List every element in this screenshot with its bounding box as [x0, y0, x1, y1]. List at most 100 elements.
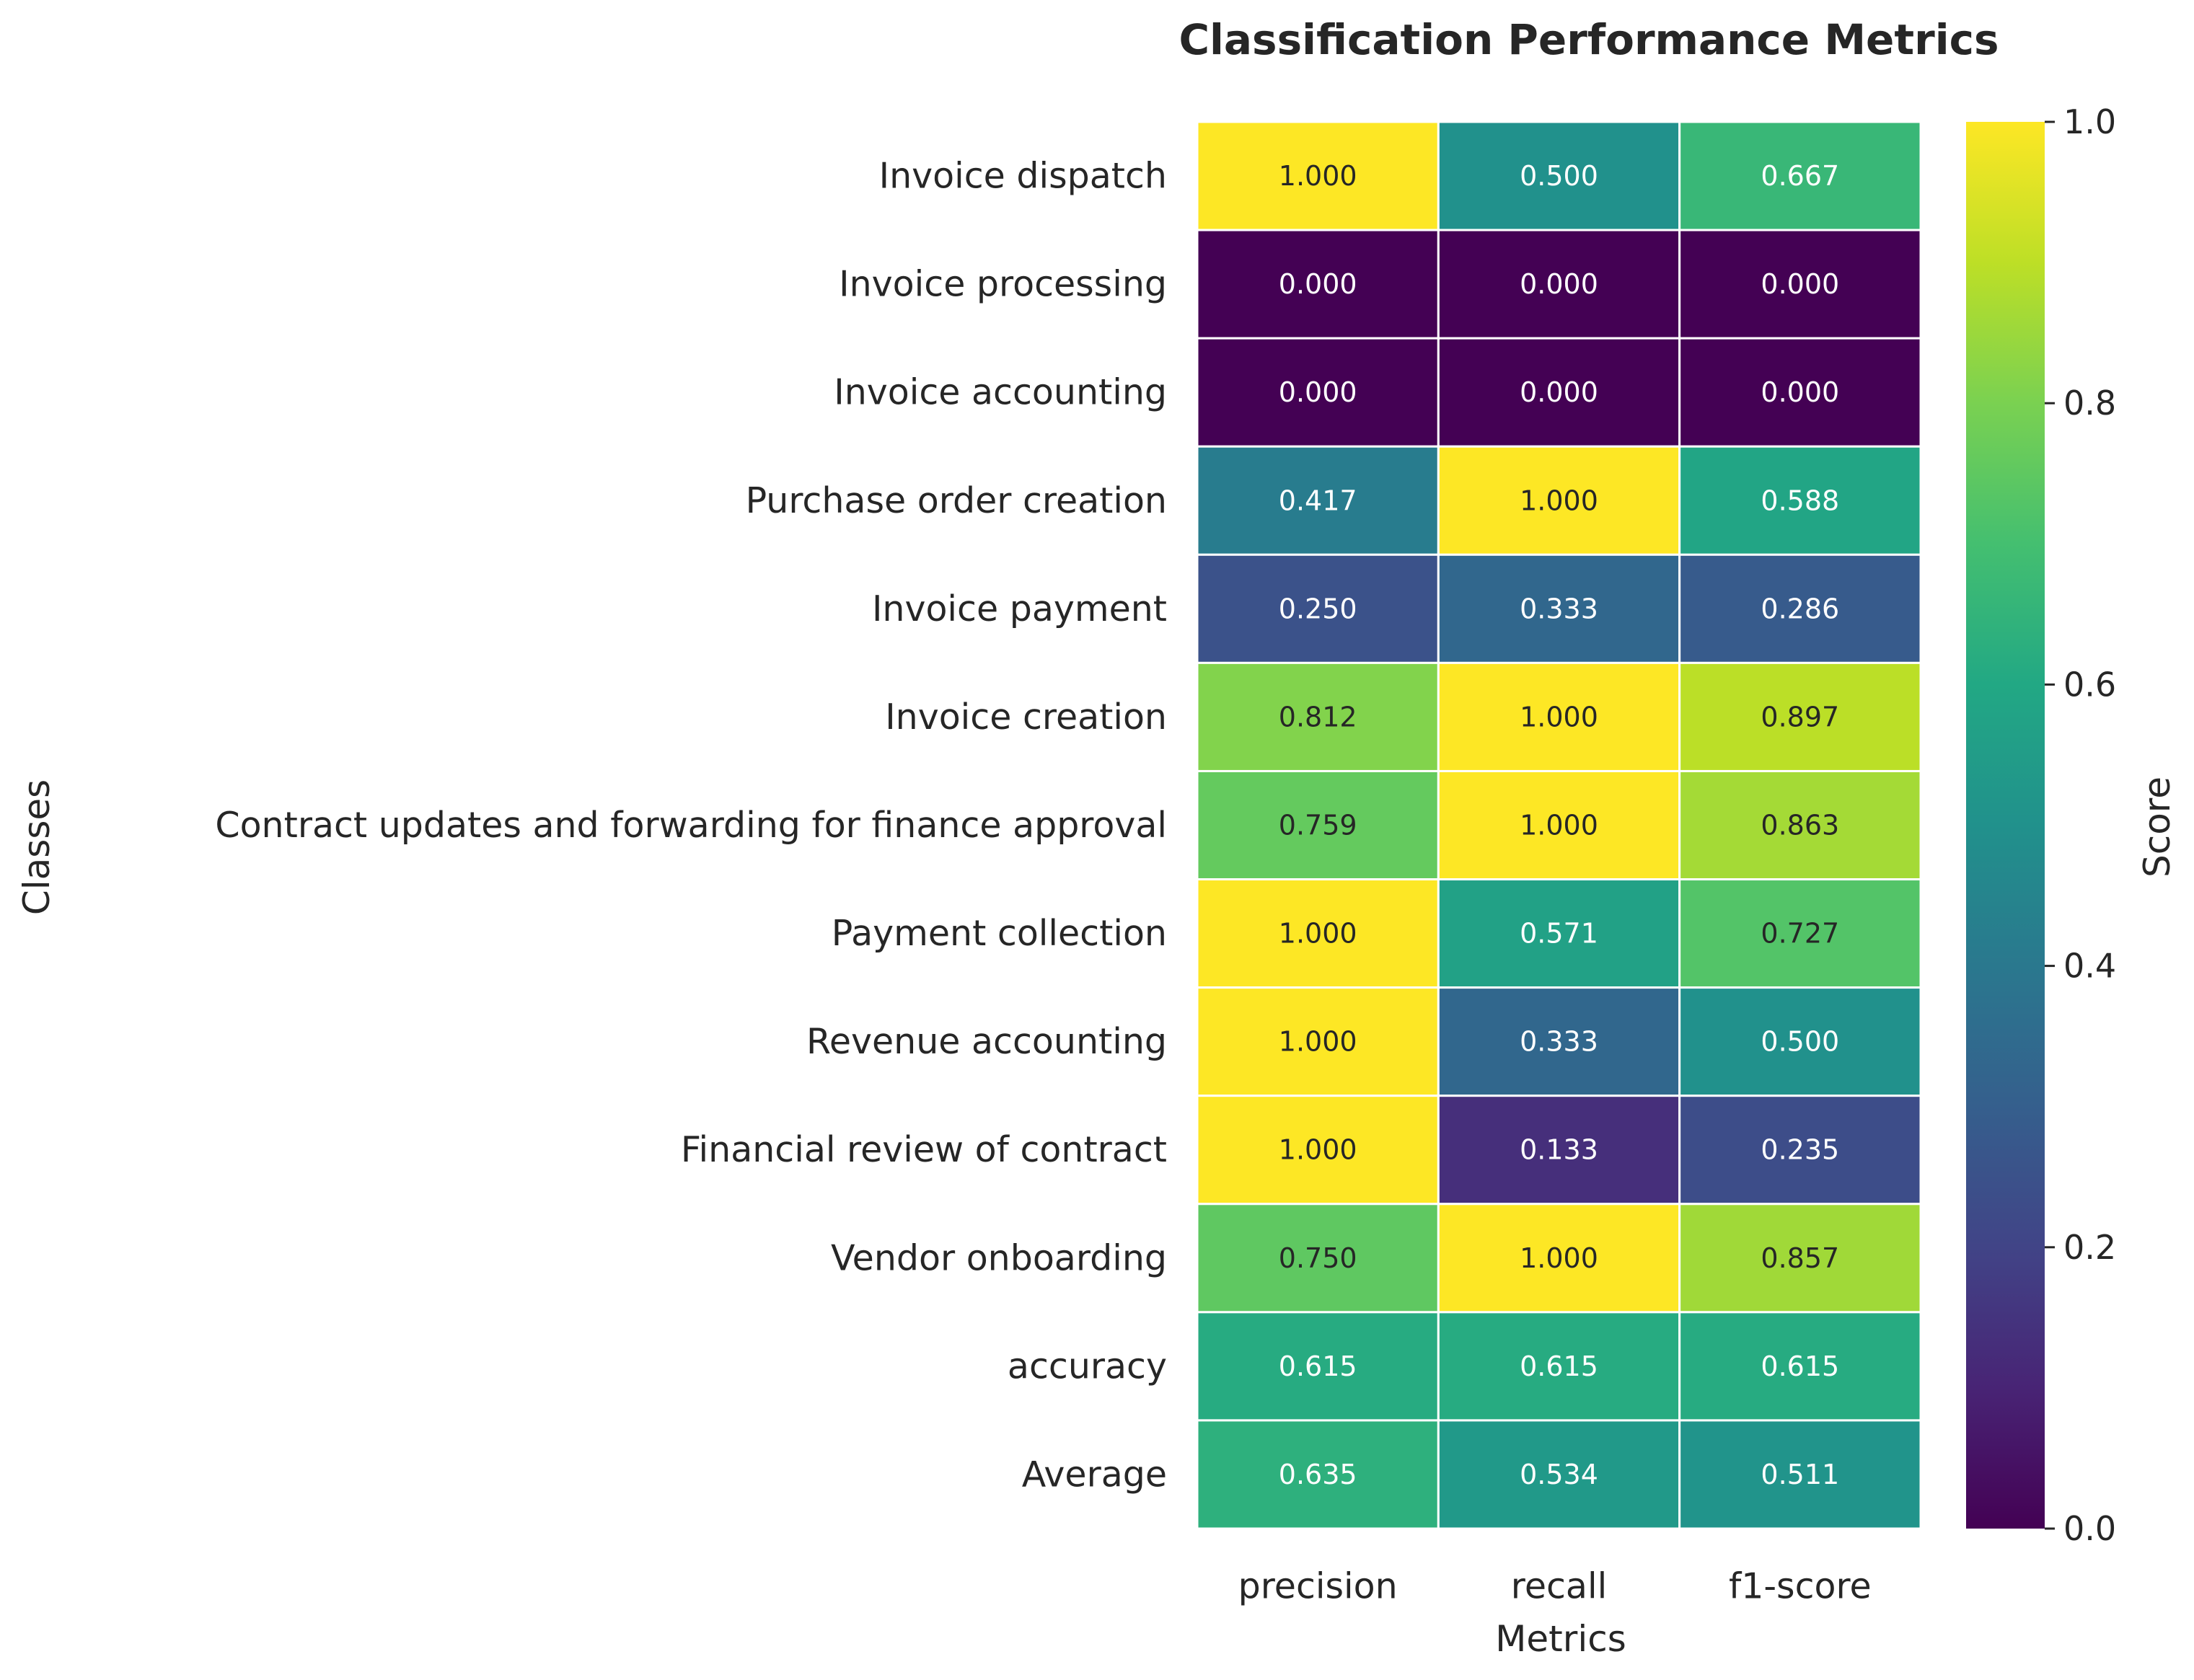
- heatmap-cell: [1196, 229, 1440, 340]
- cell-value-label: 1.000: [1279, 160, 1357, 192]
- cell-value-label: 0.250: [1279, 593, 1357, 624]
- heatmap-cell: [1196, 1095, 1440, 1206]
- heatmap-cell: [1196, 1419, 1440, 1530]
- heatmap-cell: [1678, 1095, 1922, 1206]
- heatmap-cell: [1678, 229, 1922, 340]
- cell-value-label: 0.750: [1279, 1242, 1357, 1274]
- y-tick-label: Invoice dispatch: [879, 156, 1167, 197]
- cell-value-label: 1.000: [1520, 701, 1598, 733]
- cell-value-label: 0.812: [1279, 701, 1357, 733]
- cell-value-label: 0.000: [1761, 268, 1839, 300]
- x-tick-label: recall: [1511, 1566, 1607, 1607]
- heatmap-cell: [1196, 661, 1440, 772]
- y-tick-label: Invoice processing: [839, 264, 1167, 305]
- y-tick-label: Contract updates and forwarding for fina…: [215, 805, 1167, 846]
- heatmap-cell: [1437, 337, 1681, 448]
- heatmap-cell-labels: 1.000 0.500 0.667 0.000 0.000 0.000 0.000 0.000…: [1279, 160, 1839, 1490]
- colorbar-tick-label: 1.0: [2063, 102, 2116, 141]
- colorbar-tick-label: 0.0: [2063, 1509, 2116, 1548]
- cell-value-label: 0.635: [1279, 1459, 1357, 1490]
- cell-value-label: 0.235: [1761, 1134, 1839, 1166]
- colorbar-tick-label: 0.2: [2063, 1228, 2116, 1267]
- heatmap-cell: [1196, 986, 1440, 1097]
- colorbar-label: Score: [2136, 777, 2178, 877]
- cell-value-label: 0.500: [1520, 160, 1598, 192]
- cell-value-label: 0.500: [1761, 1026, 1839, 1058]
- cell-value-label: 0.333: [1520, 593, 1598, 624]
- cell-value-label: 0.133: [1520, 1134, 1598, 1166]
- heatmap-cell: [1678, 1311, 1922, 1422]
- colorbar-ticks: 0.0 0.2 0.4 0.6 0.8 1.0: [2045, 102, 2116, 1548]
- heatmap-cell: [1678, 120, 1922, 231]
- cell-value-label: 0.759: [1279, 810, 1357, 841]
- heatmap-cell: [1678, 1419, 1922, 1530]
- heatmap-cell: [1437, 661, 1681, 772]
- colorbar-tick-label: 0.4: [2063, 947, 2116, 986]
- heatmap-cell: [1678, 769, 1922, 881]
- heatmap-cell: [1196, 878, 1440, 989]
- y-tick-label: Invoice creation: [885, 697, 1167, 738]
- cell-value-label: 0.417: [1279, 485, 1357, 516]
- heatmap-cell: [1678, 1203, 1922, 1314]
- cell-value-label: 0.511: [1761, 1459, 1839, 1490]
- y-tick-label: Purchase order creation: [746, 480, 1167, 521]
- heatmap-cell: [1437, 553, 1681, 664]
- cell-value-label: 1.000: [1279, 918, 1357, 950]
- heatmap-cell: [1196, 1203, 1440, 1314]
- colorbar: 0.0 0.2 0.4 0.6 0.8 1.0 Score: [1966, 102, 2178, 1548]
- heatmap-cell: [1196, 769, 1440, 881]
- heatmap-cell: [1678, 986, 1922, 1097]
- heatmap-cell: [1678, 445, 1922, 556]
- cell-value-label: 1.000: [1520, 485, 1598, 516]
- heatmap-cell: [1437, 1095, 1681, 1206]
- x-axis-label: Metrics: [1495, 1618, 1626, 1660]
- cell-value-label: 1.000: [1520, 1242, 1598, 1274]
- cell-value-label: 0.571: [1520, 918, 1598, 950]
- heatmap-cell: [1678, 878, 1922, 989]
- heatmap-cell: [1437, 1419, 1681, 1530]
- y-tick-label: Revenue accounting: [806, 1021, 1167, 1062]
- y-axis-label: Classes: [16, 779, 58, 915]
- y-tick-label: Payment collection: [832, 913, 1167, 954]
- y-tick-labels: Invoice dispatch Invoice processing Invoic…: [215, 156, 1167, 1495]
- cell-value-label: 0.615: [1279, 1350, 1357, 1382]
- cell-value-label: 1.000: [1520, 810, 1598, 841]
- heatmap-cell: [1437, 769, 1681, 881]
- cell-value-label: 0.857: [1761, 1242, 1839, 1274]
- cell-value-label: 0.615: [1761, 1350, 1839, 1382]
- y-tick-label: Invoice payment: [872, 588, 1167, 629]
- heatmap-cell: [1196, 120, 1440, 231]
- y-tick-label: Vendor onboarding: [831, 1237, 1167, 1278]
- cell-value-label: 1.000: [1279, 1134, 1357, 1166]
- x-tick-label: precision: [1238, 1566, 1398, 1607]
- x-tick-label: f1-score: [1729, 1566, 1872, 1607]
- cell-value-label: 0.615: [1520, 1350, 1598, 1382]
- heatmap-cell: [1437, 120, 1681, 231]
- cell-value-label: 0.000: [1520, 376, 1598, 408]
- heatmap-cell: [1196, 445, 1440, 556]
- cell-value-label: 1.000: [1279, 1026, 1357, 1058]
- heatmap-cell: [1678, 553, 1922, 664]
- y-tick-label: Financial review of contract: [681, 1129, 1167, 1170]
- cell-value-label: 0.000: [1761, 376, 1839, 408]
- cell-value-label: 0.333: [1520, 1026, 1598, 1058]
- y-tick-label: accuracy: [1008, 1345, 1167, 1387]
- chart-title: Classification Performance Metrics: [1178, 15, 1999, 64]
- y-tick-label: Average: [1022, 1454, 1167, 1495]
- cell-value-label: 0.667: [1761, 160, 1839, 192]
- cell-value-label: 0.863: [1761, 810, 1839, 841]
- heatmap-cell: [1437, 1311, 1681, 1422]
- heatmap-cells: [1196, 120, 1922, 1530]
- cell-value-label: 0.897: [1761, 701, 1839, 733]
- y-tick-label: Invoice accounting: [834, 372, 1167, 413]
- colorbar-gradient: [1966, 122, 2045, 1529]
- cell-value-label: 0.727: [1761, 918, 1839, 950]
- cell-value-label: 0.000: [1279, 268, 1357, 300]
- heatmap-cell: [1678, 661, 1922, 772]
- cell-value-label: 0.000: [1520, 268, 1598, 300]
- heatmap-cell: [1437, 878, 1681, 989]
- cell-value-label: 0.588: [1761, 485, 1839, 516]
- cell-value-label: 0.534: [1520, 1459, 1598, 1490]
- colorbar-tick-label: 0.8: [2063, 384, 2116, 423]
